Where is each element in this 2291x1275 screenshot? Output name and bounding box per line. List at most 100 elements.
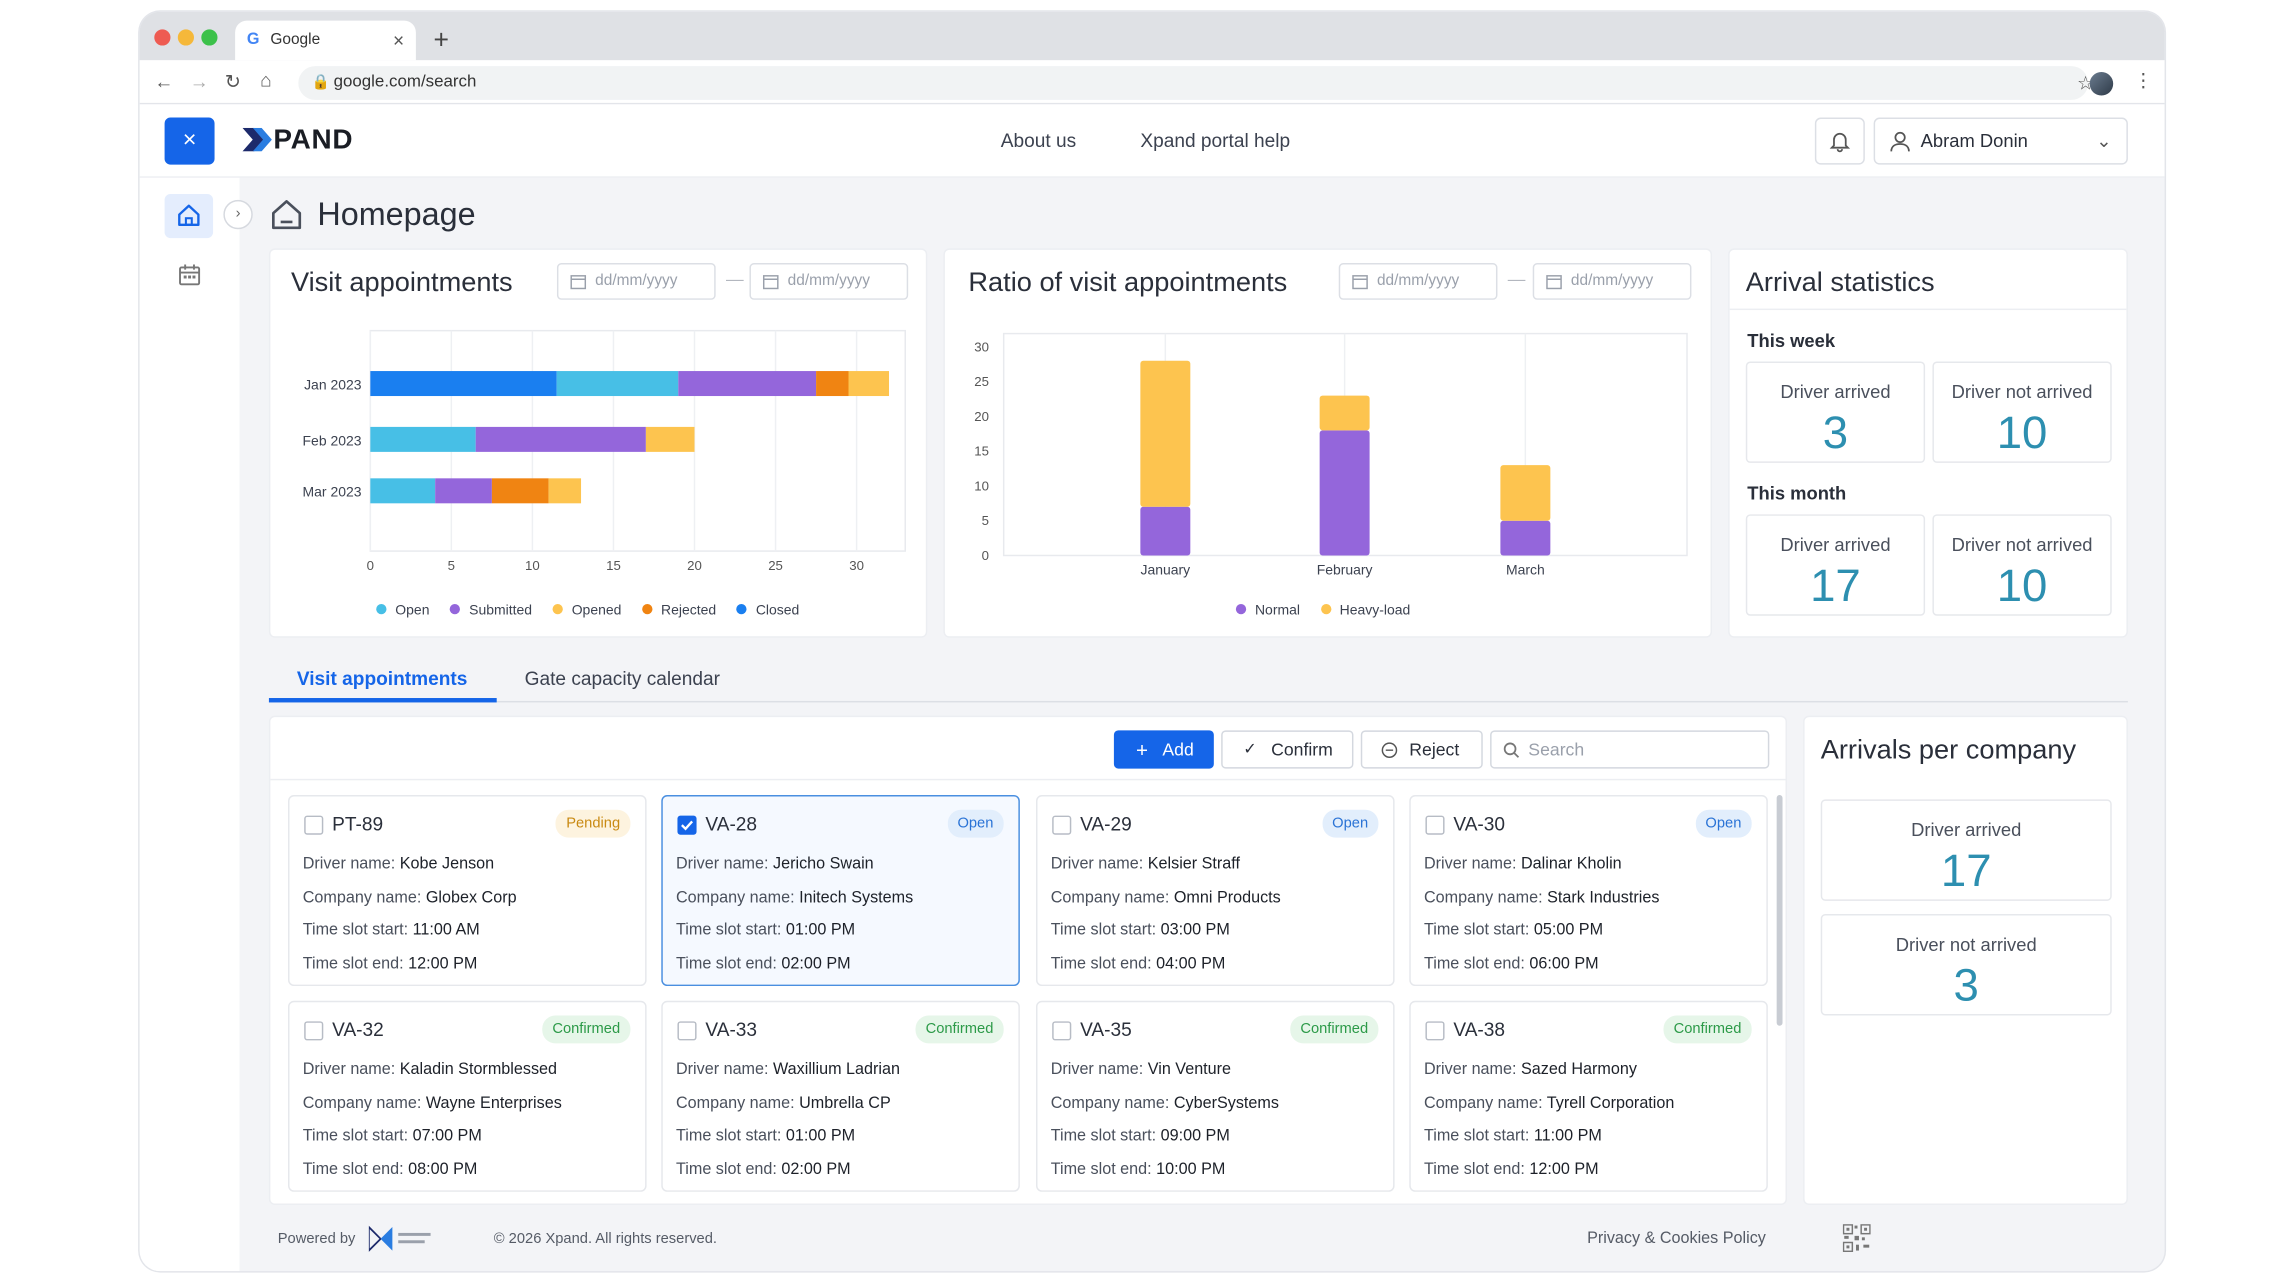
legend-item-rejected[interactable]: Rejected [641, 603, 716, 619]
bar-segment-open[interactable] [556, 371, 679, 397]
appointments-panel: + Add ✓ Confirm Reject Search PT-89 Pendi… [268, 715, 1787, 1206]
confirm-button[interactable]: ✓ Confirm [1221, 730, 1354, 769]
bar-segment-submitted[interactable] [678, 371, 817, 397]
appointment-checkbox[interactable] [304, 815, 324, 835]
bar-segment-normal[interactable] [1319, 430, 1370, 556]
appointment-card[interactable]: VA-28 Open Driver name: Jericho Swain Compa… [661, 795, 1020, 987]
appointment-field-end: Time slot end: 06:00 PM [1424, 953, 1599, 974]
field-value: Wayne Enterprises [425, 1094, 562, 1112]
appointment-field-driver: Driver name: Jericho Swain [676, 854, 874, 875]
legend-item-heavy-load[interactable]: Heavy-load [1320, 603, 1410, 619]
appointment-field-end: Time slot end: 12:00 PM [1424, 1159, 1599, 1180]
field-value: 12:00 PM [1529, 1160, 1599, 1178]
bar-segment-closed[interactable] [370, 371, 557, 397]
bar-segment-opened[interactable] [848, 371, 890, 397]
y-tick-label: 25 [974, 374, 989, 389]
appointment-field-driver: Driver name: Kelsier Straff [1051, 854, 1240, 875]
bar-segment-submitted[interactable] [475, 426, 646, 452]
tab-gate-capacity-calendar[interactable]: Gate capacity calendar [524, 667, 721, 690]
sidebar-item-calendar[interactable] [178, 263, 202, 294]
field-label: Time slot end: [1423, 1160, 1525, 1178]
appointment-card[interactable]: VA-30 Open Driver name: Dalinar Kholin Comp… [1409, 795, 1768, 987]
appointment-checkbox[interactable] [677, 1021, 697, 1041]
appointment-checkbox[interactable] [1052, 1021, 1072, 1041]
bar-segment-heavy-load[interactable] [1500, 465, 1551, 521]
tab-close-icon[interactable]: × [392, 29, 405, 52]
search-icon [1503, 742, 1520, 758]
appointment-card[interactable]: VA-29 Open Driver name: Kelsier Straff Comp… [1036, 795, 1395, 987]
reload-icon[interactable]: ↻ [224, 70, 241, 93]
legend-item-open[interactable]: Open [376, 603, 429, 619]
appointment-checkbox[interactable] [1052, 815, 1072, 835]
search-input[interactable]: Search [1490, 730, 1770, 769]
legend-item-normal[interactable]: Normal [1235, 603, 1300, 619]
bar-segment-normal[interactable] [1140, 506, 1191, 556]
arrival-statistics-title: Arrival statistics [1745, 265, 1935, 297]
bar-segment-open[interactable] [370, 426, 476, 452]
status-badge: Open [947, 809, 1004, 838]
appointment-card[interactable]: VA-33 Confirmed Driver name: Waxillium Lad… [661, 1000, 1020, 1192]
bar-segment-submitted[interactable] [435, 478, 492, 504]
appointments-scrollbar[interactable] [1776, 795, 1783, 1026]
legend-item-submitted[interactable]: Submitted [450, 603, 532, 619]
ratio-chart-title: Ratio of visit appointments [968, 265, 1288, 297]
user-menu-dropdown[interactable]: Abram Donin ⌄ [1873, 117, 2128, 165]
bar-segment-rejected[interactable] [816, 371, 849, 397]
new-tab-button[interactable]: + [433, 24, 449, 55]
visit-end-date-input[interactable]: dd/mm/yyyy [749, 263, 909, 300]
back-arrow-icon[interactable]: ← [154, 70, 174, 93]
browser-profile-avatar[interactable] [2089, 72, 2114, 96]
home-icon[interactable]: ⌂ [260, 69, 272, 92]
bar-segment-heavy-load[interactable] [1140, 360, 1191, 507]
sidebar-item-home[interactable] [164, 193, 214, 239]
legend-item-opened[interactable]: Opened [552, 603, 621, 619]
forward-arrow-icon[interactable]: → [189, 70, 209, 93]
close-window-dot[interactable] [154, 29, 171, 46]
field-label: Time slot end: [302, 954, 404, 973]
field-value: 04:00 PM [1156, 954, 1226, 973]
stat-label: Driver arrived [1911, 819, 2022, 841]
legend-swatch [1235, 603, 1247, 615]
add-button[interactable]: + Add [1113, 730, 1214, 769]
portal-help-link[interactable]: Xpand portal help [1140, 129, 1291, 152]
appointment-checkbox[interactable] [304, 1021, 324, 1041]
bar-segment-opened[interactable] [645, 426, 695, 452]
appointment-card[interactable]: VA-35 Confirmed Driver name: Vin Venture Co… [1036, 1000, 1395, 1192]
reject-button[interactable]: Reject [1360, 730, 1483, 769]
ratio-start-date-input[interactable]: dd/mm/yyyy [1338, 263, 1498, 300]
maximize-window-dot[interactable] [201, 29, 218, 46]
appointment-checkbox[interactable] [677, 815, 697, 835]
tab-visit-appointments[interactable]: Visit appointments [296, 667, 468, 690]
xpand-logo[interactable]: PAND [242, 125, 353, 157]
bar-segment-rejected[interactable] [491, 478, 549, 504]
browser-tab[interactable]: G Google × [235, 20, 416, 61]
visit-appointments-bar-chart: 0 5 10 15 20 25 30 Jan 2023 Feb 2023 Mar 2023 [303, 329, 906, 573]
appointment-checkbox[interactable] [1425, 1021, 1445, 1041]
x-tick-label: 30 [849, 558, 864, 573]
appointment-card[interactable]: VA-38 Confirmed Driver name: Sazed Harmony… [1409, 1000, 1768, 1192]
bar-segment-open[interactable] [370, 478, 436, 504]
bell-icon [1829, 132, 1851, 153]
appointment-card[interactable]: VA-32 Confirmed Driver name: Kaladin Storm… [288, 1000, 647, 1192]
x-category-label: January [1141, 562, 1191, 578]
ratio-end-date-input[interactable]: dd/mm/yyyy [1532, 263, 1692, 300]
field-label: Driver name: [1050, 1061, 1144, 1079]
legend-item-closed[interactable]: Closed [736, 603, 799, 619]
appointment-card[interactable]: PT-89 Pending Driver name: Kobe Jenson Comp… [288, 795, 647, 987]
privacy-policy-link[interactable]: Privacy & Cookies Policy [1587, 1229, 1766, 1248]
bar-segment-heavy-load[interactable] [1319, 395, 1370, 431]
notifications-button[interactable] [1814, 117, 1865, 165]
status-badge: Confirmed [1290, 1015, 1379, 1044]
close-menu-button[interactable]: × [164, 117, 215, 165]
bar-segment-opened[interactable] [548, 478, 582, 504]
visit-start-date-input[interactable]: dd/mm/yyyy [556, 263, 716, 300]
minimize-window-dot[interactable] [177, 29, 194, 46]
sidebar-expand-button[interactable]: › [223, 199, 253, 230]
browser-menu-icon[interactable]: ⋮ [2133, 69, 2153, 92]
appointment-field-end: Time slot end: 02:00 PM [676, 1159, 851, 1180]
appointment-checkbox[interactable] [1425, 815, 1445, 835]
bar-segment-normal[interactable] [1500, 520, 1551, 556]
about-us-link[interactable]: About us [1000, 129, 1077, 152]
field-value: Kobe Jenson [399, 855, 495, 873]
address-bar[interactable]: 🔒 google.com/search ☆ [298, 66, 2094, 100]
